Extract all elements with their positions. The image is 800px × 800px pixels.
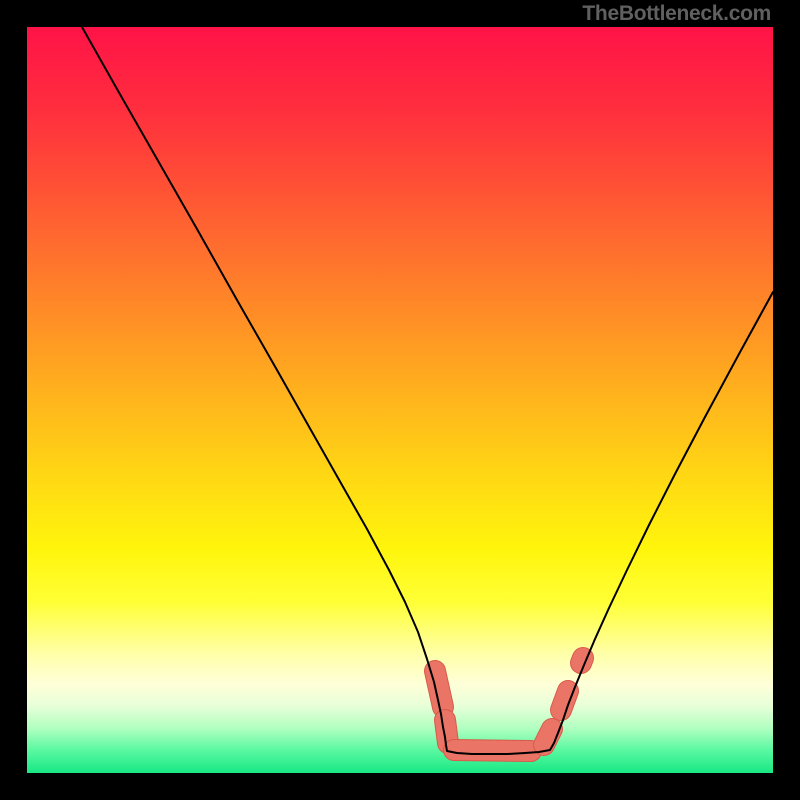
curve-line <box>82 27 773 754</box>
highlight-dashes <box>435 658 583 751</box>
plot-area <box>27 27 773 773</box>
bottleneck-curve <box>27 27 773 773</box>
chart-frame: TheBottleneck.com <box>0 0 800 800</box>
watermark-text: TheBottleneck.com <box>582 2 771 26</box>
